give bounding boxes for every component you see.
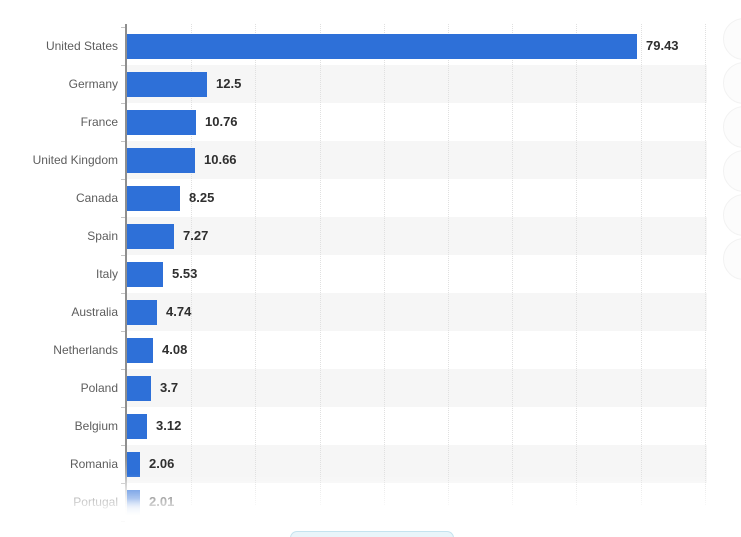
bar: [127, 262, 163, 287]
value-label: 12.5: [216, 76, 242, 91]
category-label: Poland: [80, 381, 118, 395]
value-label: 3.7: [160, 380, 179, 395]
value-label: 4.08: [162, 342, 188, 357]
bar: [127, 224, 174, 249]
gridline: [705, 24, 706, 505]
value-label: 5.53: [172, 266, 198, 281]
side-widget-button[interactable]: [723, 194, 741, 236]
axis-tick: [121, 483, 125, 484]
gridline: [448, 24, 449, 505]
gridline: [320, 24, 321, 505]
category-label: Romania: [69, 457, 118, 471]
side-widget-button[interactable]: [723, 150, 741, 192]
row-band: [127, 217, 707, 255]
side-widget-button[interactable]: [723, 106, 741, 148]
bar: [127, 186, 180, 211]
value-label: 7.27: [183, 228, 209, 243]
side-widget-button[interactable]: [723, 238, 741, 280]
gridline: [576, 24, 577, 505]
bar: [127, 490, 140, 515]
axis-tick: [121, 103, 125, 104]
value-label: 10.66: [204, 152, 237, 167]
value-label: 2.06: [149, 456, 175, 471]
category-label: Belgium: [74, 419, 118, 433]
axis-tick: [121, 27, 125, 28]
category-label: Canada: [75, 191, 118, 205]
row-band: [127, 293, 707, 331]
category-label: Netherlands: [53, 343, 118, 357]
gridline: [512, 24, 513, 505]
value-label: 8.25: [189, 190, 215, 205]
gridline: [641, 24, 642, 505]
axis-tick: [121, 521, 125, 522]
axis-tick: [121, 217, 125, 218]
value-label: 2.01: [149, 494, 175, 509]
bottom-button-partial[interactable]: [290, 531, 454, 537]
bar: [127, 300, 157, 325]
category-label: Spain: [87, 229, 118, 243]
axis-tick: [121, 179, 125, 180]
axis-tick: [121, 445, 125, 446]
bar: [127, 452, 140, 477]
category-label: Italy: [95, 267, 118, 281]
bar: [127, 148, 195, 173]
bar: [127, 110, 196, 135]
y-axis-line: [125, 24, 127, 516]
axis-tick: [121, 407, 125, 408]
axis-tick: [121, 293, 125, 294]
value-label: 10.76: [205, 114, 238, 129]
category-label: Portugal: [73, 495, 118, 509]
axis-tick: [121, 141, 125, 142]
gridline: [384, 24, 385, 505]
value-label: 4.74: [166, 304, 192, 319]
row-band: [127, 369, 707, 407]
row-band: [127, 65, 707, 103]
bar: [127, 34, 637, 59]
value-label: 3.12: [156, 418, 182, 433]
bar: [127, 376, 151, 401]
row-band: [127, 141, 707, 179]
category-label: United Kingdom: [32, 153, 118, 167]
value-label: 79.43: [646, 38, 679, 53]
gridline: [255, 24, 256, 505]
axis-tick: [121, 331, 125, 332]
gridline: [191, 24, 192, 505]
axis-tick: [121, 65, 125, 66]
category-label: United States: [45, 39, 118, 53]
row-band: [127, 445, 707, 483]
axis-tick: [121, 369, 125, 370]
side-widget-button[interactable]: [723, 18, 741, 60]
bar: [127, 338, 153, 363]
side-widget-button[interactable]: [723, 62, 741, 104]
category-label: Germany: [68, 77, 118, 91]
axis-tick: [121, 255, 125, 256]
bar: [127, 414, 147, 439]
bar: [127, 72, 207, 97]
category-label: France: [80, 115, 118, 129]
category-label: Australia: [71, 305, 118, 319]
